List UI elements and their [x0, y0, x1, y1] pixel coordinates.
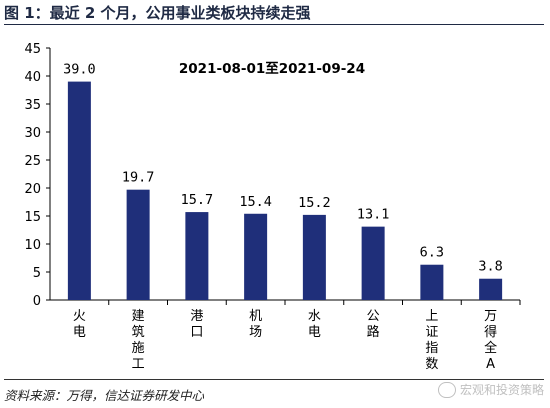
x-category-label: 火电	[73, 309, 86, 340]
value-label: 39.0	[63, 62, 96, 78]
y-tick-label: 45	[24, 42, 41, 57]
y-tick-label: 15	[24, 210, 41, 225]
watermark-text: 宏观和投资策略	[459, 383, 544, 397]
wechat-icon	[437, 381, 456, 398]
value-label: 13.1	[357, 207, 390, 223]
bar	[420, 264, 444, 300]
x-category-label: 上证指数	[425, 309, 438, 372]
bar	[302, 214, 326, 300]
title-divider	[4, 24, 544, 25]
x-category-label: 水电	[308, 309, 321, 340]
x-category-label: 港口	[190, 309, 203, 340]
y-tick-label: 0	[33, 294, 41, 309]
bars-group	[67, 81, 503, 300]
value-label: 3.8	[478, 259, 502, 275]
bar	[126, 189, 150, 300]
x-category-label: 建筑施工	[132, 309, 145, 372]
y-tick-label: 35	[24, 98, 41, 113]
bar	[67, 81, 91, 300]
watermark: 宏观和投资策略	[437, 381, 544, 398]
date-range-annotation: 2021-08-01至2021-09-24	[179, 61, 365, 77]
source-note: 资料来源：万得，信达证券研发中心	[4, 388, 205, 403]
y-tick-label: 25	[24, 154, 41, 169]
value-label: 15.7	[181, 192, 214, 208]
bar-chart: 0 5 10 15 20 25 30 35 40 45 39.0 19.7 15.7 15.4 15.2 1…	[24, 42, 521, 372]
x-axis-ticks: 火电 建筑施工 港口 机场 水电 公路 上证指数 万得全 A	[73, 300, 521, 372]
bar	[361, 226, 385, 300]
bar	[185, 212, 209, 300]
x-category-label: 机场	[249, 309, 262, 340]
y-tick-label: 5	[33, 266, 41, 281]
y-axis-ticks: 0 5 10 15 20 25 30 35 40 45	[24, 42, 50, 309]
y-tick-label: 20	[24, 182, 41, 197]
y-tick-label: 10	[24, 238, 41, 253]
y-tick-label: 30	[24, 126, 41, 141]
value-label: 15.2	[298, 195, 331, 211]
value-label: 15.4	[239, 194, 272, 210]
x-category-label: 万得全 A	[484, 309, 497, 372]
value-label: 19.7	[122, 170, 155, 186]
chart-title: 图 1：最近 2 个月，公用事业类板块持续走强	[4, 4, 311, 22]
source-divider	[4, 379, 544, 380]
y-tick-label: 40	[24, 70, 41, 85]
value-labels-group: 39.0 19.7 15.7 15.4 15.2 13.1 6.3 3.8	[63, 62, 503, 275]
bar	[244, 213, 268, 300]
x-category-label: 公路	[367, 309, 380, 340]
bar	[479, 278, 503, 300]
value-label: 6.3	[420, 245, 444, 261]
